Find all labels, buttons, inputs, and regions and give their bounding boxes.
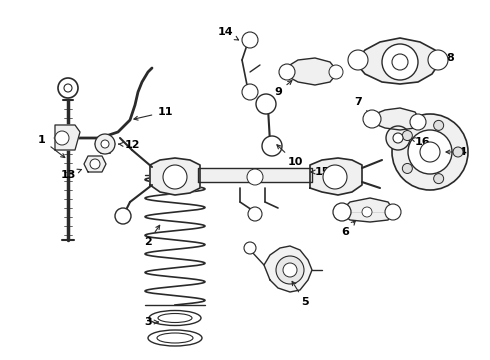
Circle shape (393, 133, 403, 143)
Circle shape (55, 131, 69, 145)
Text: 2: 2 (144, 225, 160, 247)
Circle shape (385, 204, 401, 220)
Ellipse shape (157, 333, 193, 343)
Circle shape (163, 165, 187, 189)
Text: 15: 15 (311, 167, 330, 177)
Circle shape (244, 242, 256, 254)
Circle shape (348, 50, 368, 70)
Circle shape (386, 126, 410, 150)
Text: 12: 12 (119, 140, 140, 150)
Circle shape (242, 32, 258, 48)
Ellipse shape (158, 314, 192, 323)
Circle shape (453, 147, 463, 157)
Circle shape (247, 169, 263, 185)
Circle shape (434, 120, 443, 130)
Circle shape (363, 110, 381, 128)
Circle shape (248, 207, 262, 221)
Polygon shape (283, 58, 338, 85)
Polygon shape (355, 38, 440, 84)
Ellipse shape (149, 310, 201, 325)
Circle shape (402, 163, 413, 174)
Polygon shape (264, 246, 312, 292)
Circle shape (323, 165, 347, 189)
Circle shape (279, 64, 295, 80)
Polygon shape (55, 125, 80, 150)
Circle shape (276, 256, 304, 284)
Text: 5: 5 (292, 282, 309, 307)
Text: 1: 1 (38, 135, 65, 158)
Circle shape (58, 78, 78, 98)
Polygon shape (340, 198, 395, 222)
Polygon shape (84, 156, 106, 172)
Text: 11: 11 (134, 107, 173, 120)
Text: 13: 13 (60, 169, 81, 180)
Circle shape (242, 84, 258, 100)
Circle shape (392, 114, 468, 190)
Circle shape (256, 94, 276, 114)
Circle shape (382, 44, 418, 80)
Polygon shape (198, 168, 312, 182)
Circle shape (428, 50, 448, 70)
Circle shape (95, 134, 115, 154)
Circle shape (420, 142, 440, 162)
Circle shape (329, 65, 343, 79)
Circle shape (64, 84, 72, 92)
Text: 3: 3 (144, 317, 158, 327)
Text: 14: 14 (217, 27, 239, 40)
Circle shape (262, 136, 282, 156)
Circle shape (333, 203, 351, 221)
Circle shape (101, 140, 109, 148)
Circle shape (408, 130, 452, 174)
Text: 8: 8 (440, 53, 454, 63)
Text: 10: 10 (277, 145, 303, 167)
Circle shape (115, 208, 131, 224)
Text: 16: 16 (411, 137, 430, 147)
Text: 4: 4 (446, 147, 466, 157)
Polygon shape (310, 158, 362, 195)
Polygon shape (368, 108, 420, 130)
Polygon shape (150, 158, 200, 195)
Ellipse shape (148, 330, 202, 346)
Circle shape (392, 54, 408, 70)
Text: 9: 9 (274, 81, 292, 97)
Circle shape (283, 263, 297, 277)
Circle shape (434, 174, 443, 184)
Circle shape (90, 159, 100, 169)
Circle shape (402, 131, 413, 140)
Circle shape (410, 114, 426, 130)
Circle shape (362, 207, 372, 217)
Text: 6: 6 (341, 221, 355, 237)
Text: 7: 7 (354, 97, 371, 115)
